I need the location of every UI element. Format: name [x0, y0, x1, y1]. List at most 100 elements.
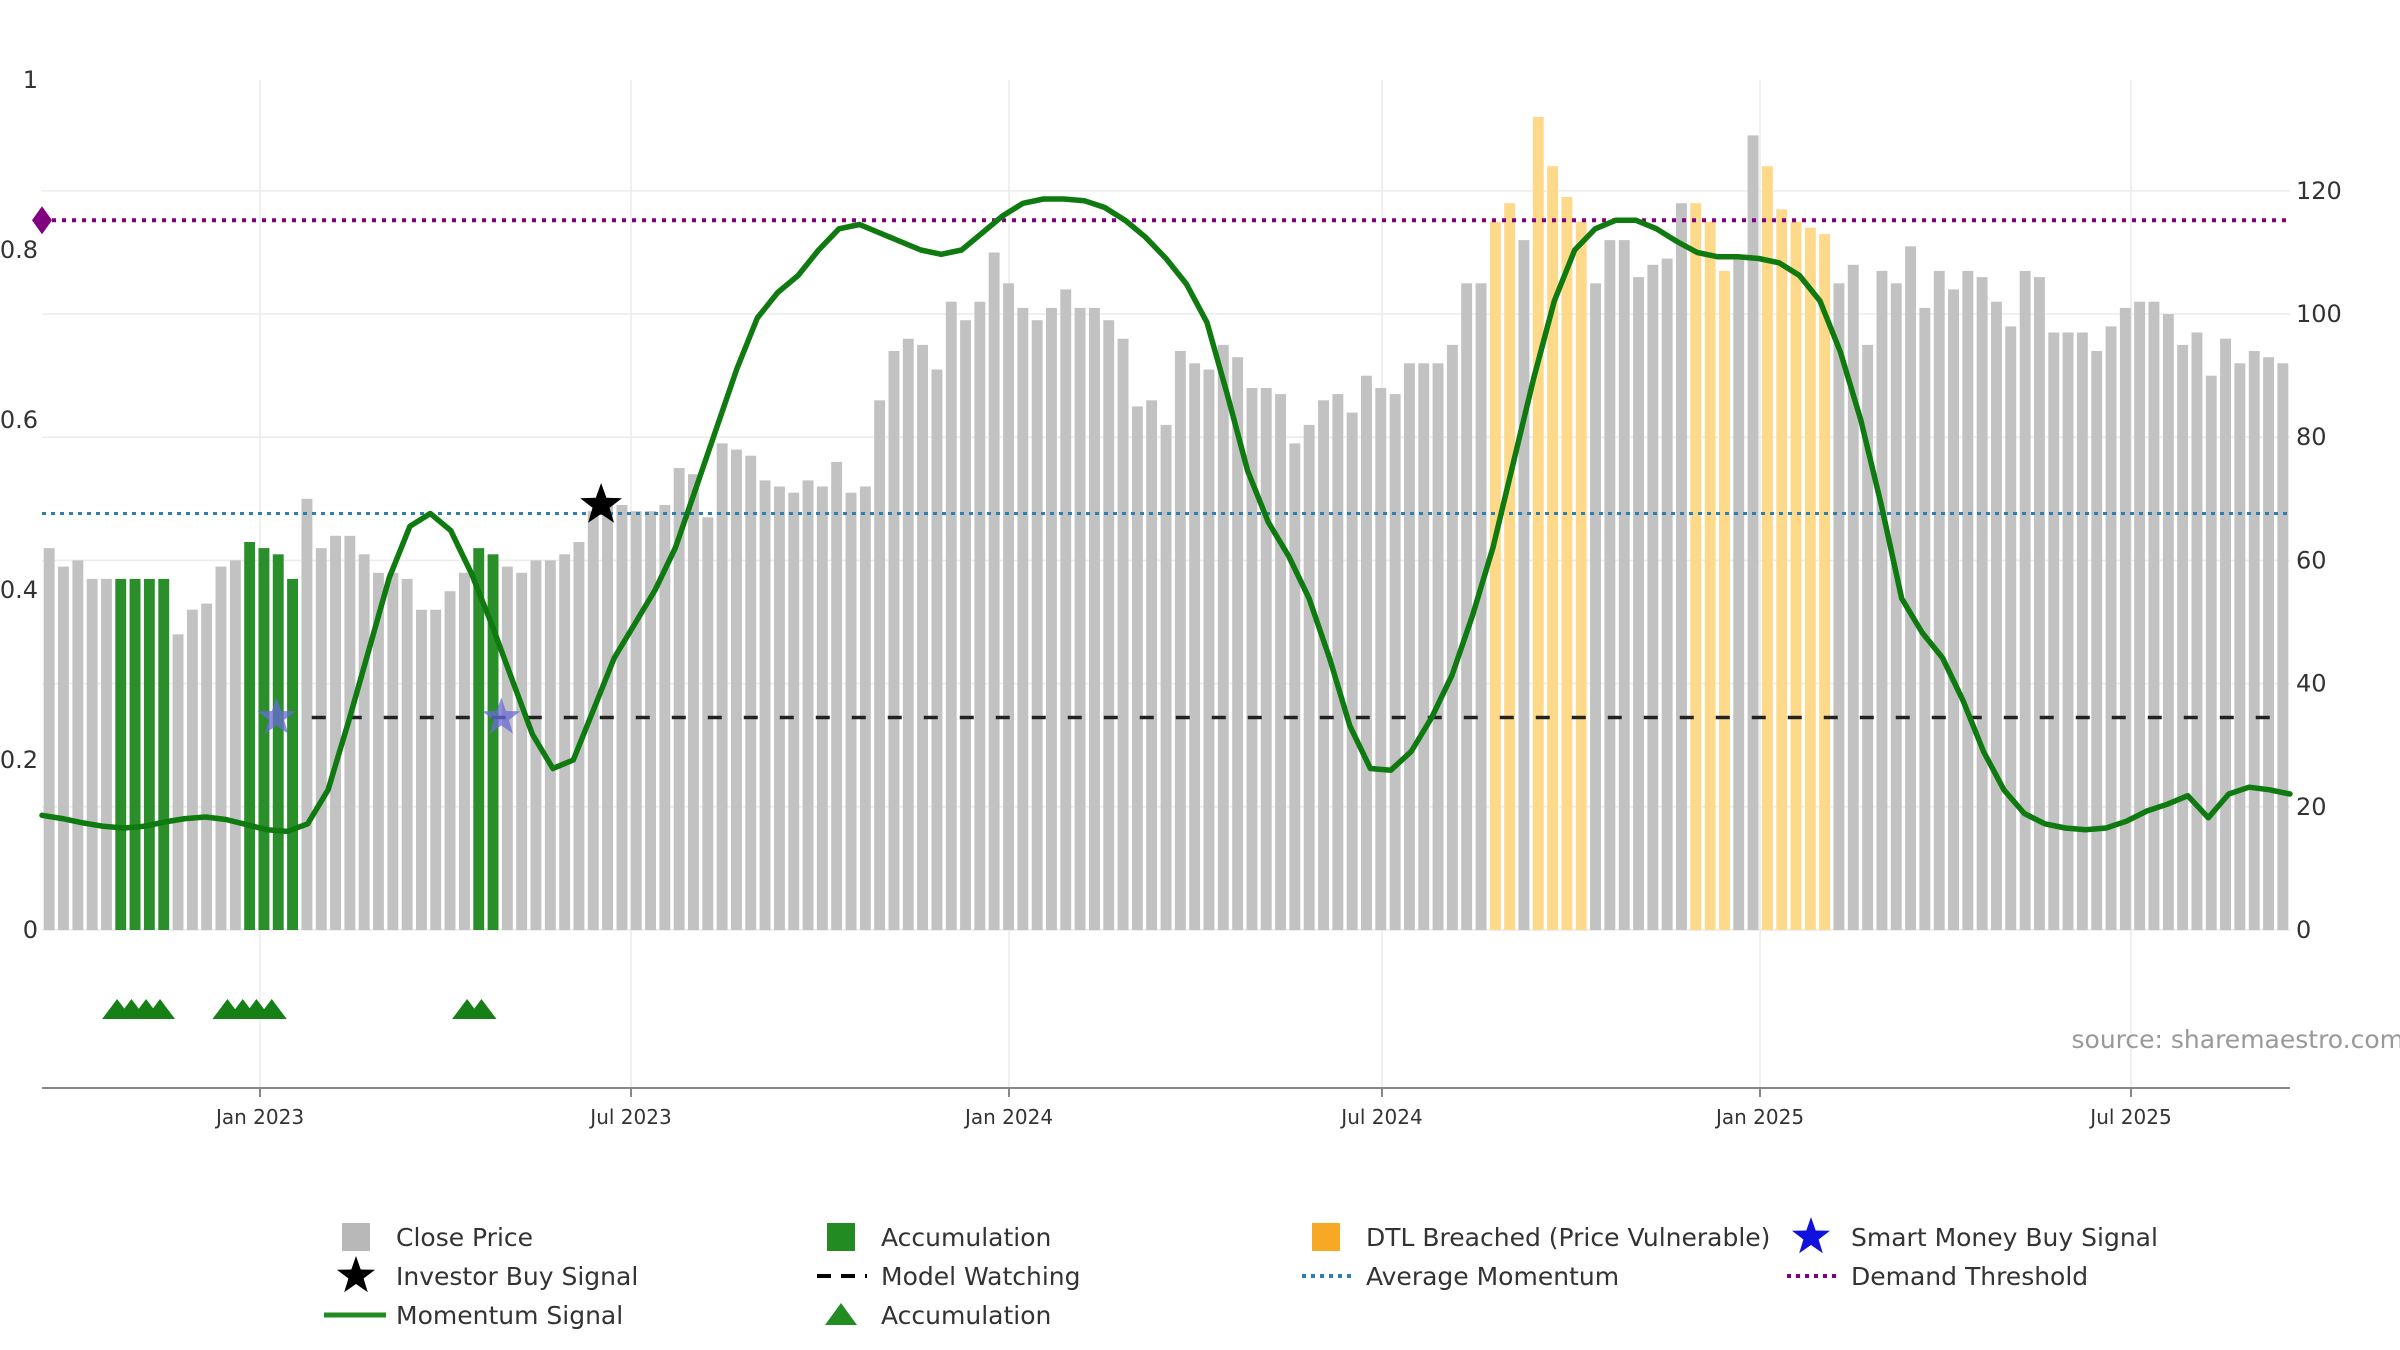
left-tick-label: 0.4	[0, 576, 38, 604]
price-bar	[702, 517, 714, 930]
price-bar	[673, 468, 685, 930]
price-bar	[1303, 424, 1315, 930]
legend-item: Model Watching	[817, 1262, 1081, 1291]
source-label: source: sharemaestro.com	[2072, 1025, 2400, 1054]
accumulation-triangle	[256, 999, 287, 1019]
price-bar	[1074, 307, 1086, 930]
price-bar	[1733, 258, 1745, 931]
price-bar	[788, 492, 800, 930]
smart-money-buy-star	[257, 697, 296, 734]
price-bar	[1489, 221, 1501, 930]
legend-label: DTL Breached (Price Vulnerable)	[1366, 1223, 1770, 1252]
accumulation-triangle	[466, 999, 497, 1019]
price-bar	[416, 609, 427, 930]
price-bar	[1833, 283, 1845, 930]
price-bar	[2119, 307, 2131, 930]
price-bar	[58, 566, 69, 930]
price-bar	[2019, 270, 2031, 930]
price-bar	[115, 578, 127, 930]
price-bar	[688, 474, 699, 930]
price-bar	[1103, 320, 1115, 930]
price-bar	[1676, 203, 1687, 930]
demand-threshold-marker	[32, 206, 52, 235]
price-bar	[1575, 221, 1587, 930]
price-bar	[1876, 270, 1888, 930]
price-bar	[1117, 338, 1129, 930]
price-bar	[1131, 406, 1143, 930]
price-bar	[1661, 258, 1673, 931]
price-bar	[1318, 400, 1329, 930]
price-bar	[931, 369, 943, 930]
price-bar	[1862, 344, 1874, 930]
legend-item: Demand Threshold	[1787, 1262, 2088, 1291]
price-bar	[1418, 363, 1430, 930]
legend-swatch-square	[342, 1223, 370, 1251]
investor-buy-star	[580, 483, 622, 523]
legend-item: Accumulation	[827, 1223, 1051, 1252]
price-bar	[845, 492, 857, 930]
x-tick-label: Jul 2023	[588, 1105, 671, 1129]
price-bar	[186, 609, 198, 930]
price-bar	[2277, 363, 2289, 930]
price-bars	[43, 117, 2289, 931]
price-bar	[945, 301, 957, 930]
price-bar	[802, 480, 814, 930]
price-bar	[1504, 203, 1516, 930]
price-bar	[874, 400, 886, 930]
price-bar	[1547, 166, 1559, 930]
price-bar	[745, 455, 757, 930]
price-bar	[1518, 240, 1530, 931]
price-bar	[1275, 394, 1286, 931]
price-bar	[1404, 363, 1415, 930]
price-bar	[1532, 117, 1544, 930]
right-tick-label: 80	[2296, 423, 2327, 451]
price-bar	[501, 566, 513, 930]
price-bar	[1003, 283, 1014, 930]
price-bar	[1790, 221, 1802, 930]
price-bar	[330, 535, 341, 930]
right-tick-label: 0	[2296, 916, 2311, 944]
price-bar	[1719, 270, 1730, 930]
price-bar	[2234, 363, 2246, 930]
x-tick-label: Jan 2024	[963, 1105, 1053, 1129]
price-bar	[2248, 351, 2260, 930]
price-bar	[315, 548, 327, 930]
right-tick-label: 40	[2296, 670, 2327, 698]
price-bar	[1475, 283, 1487, 930]
price-bar	[1604, 240, 1616, 931]
price-bar	[1761, 166, 1773, 930]
left-tick-label: 1	[23, 66, 38, 94]
price-bar	[1633, 277, 1644, 931]
x-tick-label: Jan 2023	[214, 1105, 304, 1129]
price-bar	[816, 486, 828, 930]
price-bar	[2205, 375, 2217, 930]
price-bar	[1690, 203, 1702, 930]
price-bar	[301, 498, 313, 930]
price-bar	[401, 578, 413, 930]
price-bar	[473, 548, 485, 930]
price-bar	[1017, 307, 1029, 930]
price-bar	[1976, 277, 1988, 931]
price-bar	[902, 338, 914, 930]
price-bar	[1819, 234, 1831, 930]
price-bar	[387, 572, 399, 930]
price-bar	[1948, 289, 1959, 930]
legend-item: DTL Breached (Price Vulnerable)	[1312, 1223, 1770, 1252]
price-bar	[1890, 283, 1902, 930]
price-bar	[1260, 388, 1272, 930]
price-bar	[1174, 351, 1186, 930]
axes: Jan 2023 Jul 2023 Jan 2024 Jul 2024 Jan 2025…	[0, 66, 2342, 1129]
price-bar	[1432, 363, 1444, 930]
legend: Close Price Accumulation DTL Breached (Pri…	[324, 1217, 2158, 1330]
price-bar	[86, 578, 98, 930]
price-bar	[344, 535, 356, 930]
price-bar	[2076, 332, 2088, 930]
legend-label: Average Momentum	[1366, 1262, 1619, 1291]
legend-item: Momentum Signal	[324, 1301, 623, 1330]
price-bar	[1618, 240, 1630, 931]
price-bar	[1962, 270, 1974, 930]
price-bar	[2134, 301, 2146, 930]
legend-label: Momentum Signal	[396, 1301, 623, 1330]
price-bar	[1232, 357, 1244, 930]
